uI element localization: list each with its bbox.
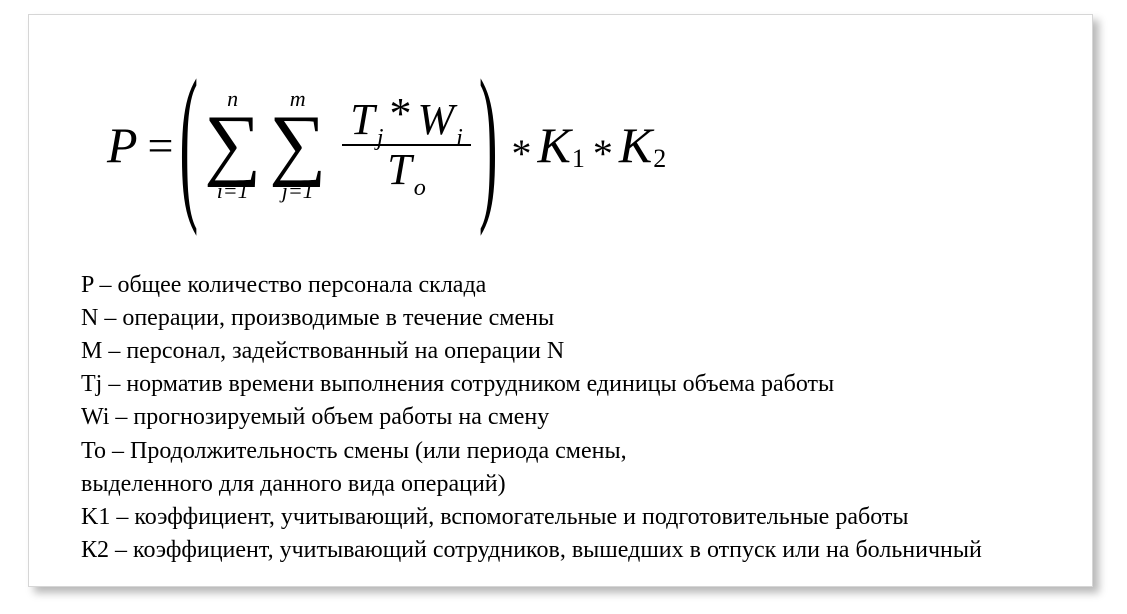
frac-Wi-sub: i [456, 126, 463, 150]
formula-card: P = ( n ∑ i=1 m ∑ j=1 T j * W i [28, 14, 1093, 587]
K1-sub: 1 [572, 144, 585, 174]
def-P: P – общее количество персонала склада [81, 269, 1040, 302]
def-K2: К2 – коэффициент, учитывающий сотруднико… [81, 534, 1040, 567]
page: P = ( n ∑ i=1 m ∑ j=1 T j * W i [0, 0, 1127, 614]
fraction: T j * W i T o [342, 96, 471, 194]
sigma-1-bottom: i=1 [217, 180, 249, 202]
fraction-numerator: T j * W i [342, 96, 471, 144]
frac-To-sub: o [414, 176, 426, 200]
def-K1: K1 – коэффициент, учитывающий, вспомогат… [81, 501, 1040, 534]
definitions-list: P – общее количество персонала склада N … [81, 269, 1040, 567]
sigma-1-symbol: ∑ [204, 112, 261, 176]
frac-Tj-sub: j [377, 126, 384, 150]
formula-equals: = [148, 119, 174, 172]
star-1: * [511, 130, 531, 177]
sigma-2-symbol: ∑ [269, 112, 326, 176]
sigma-1: n ∑ i=1 [204, 88, 261, 202]
fraction-denominator: T o [379, 146, 434, 194]
def-To-1: To – Продолжительность смены (или период… [81, 435, 1040, 468]
def-M: M – персонал, задействованный на операци… [81, 335, 1040, 368]
K2-sub: 2 [653, 144, 666, 174]
sigma-2: m ∑ j=1 [269, 88, 326, 202]
frac-To-T: T [387, 148, 411, 192]
frac-Tj-T: T [350, 98, 374, 142]
K1-K: K [537, 116, 570, 174]
def-Tj: Tj – норматив времени выполнения сотрудн… [81, 368, 1040, 401]
sigma-2-bottom: j=1 [282, 180, 314, 202]
formula-P: P [107, 116, 138, 174]
star-2: * [593, 130, 613, 177]
def-To-2: выделенного для данного вида операций) [81, 468, 1040, 501]
frac-star: * [389, 92, 411, 136]
frac-Wi-W: W [417, 98, 454, 142]
def-Wi: Wi – прогнозируемый объем работы на смен… [81, 401, 1040, 434]
formula: P = ( n ∑ i=1 m ∑ j=1 T j * W i [81, 51, 1040, 239]
K2-K: K [619, 116, 652, 174]
def-N: N – операции, производимые в течение сме… [81, 302, 1040, 335]
